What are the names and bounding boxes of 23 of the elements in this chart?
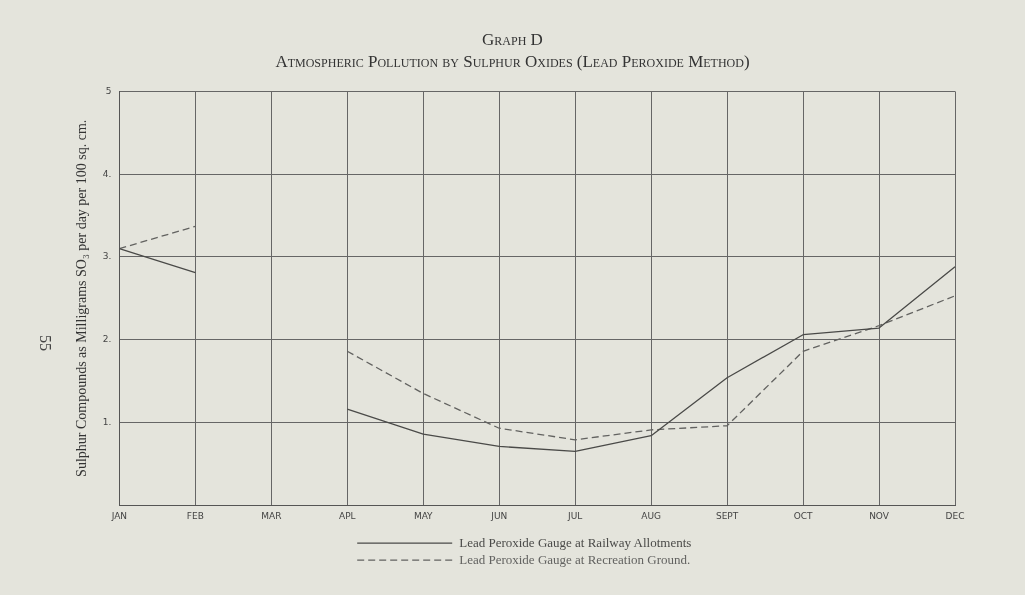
text: Lead Peroxide Gauge at Recreation Ground. <box>459 551 691 567</box>
x-tick-label: MAY <box>413 510 434 521</box>
y-tick-label: 2. <box>102 334 112 345</box>
x-tick-label: MAR <box>261 510 282 521</box>
x-tick-label: SEPT <box>715 510 739 521</box>
x-tick-label: OCT <box>793 510 813 521</box>
chart-subtitle: Atmospheric Pollution by Sulphur Oxides (Lead Peroxide Method) <box>274 52 751 73</box>
x-tick-label: DEC <box>945 510 965 521</box>
text: Lead Peroxide Gauge at Railway Allotments <box>459 534 692 550</box>
x-tick-label: APL <box>338 510 356 521</box>
text: 55 <box>37 335 54 351</box>
y-tick-label: 3. <box>102 251 112 262</box>
y-tick-label: 5 <box>105 85 112 96</box>
x-tick-label: JUL <box>567 510 583 521</box>
x-tick-label: NOV <box>869 510 890 521</box>
y-tick-label: 4. <box>102 168 112 179</box>
x-tick-label: JUN <box>490 510 508 521</box>
y-axis-title: Sulphur Compounds as Milligrams SO₃ per day per 100 sq. cm. <box>74 119 90 477</box>
chart-title: Graph D <box>481 30 544 51</box>
x-tick-label: AUG <box>641 510 662 521</box>
x-tick-label: JAN <box>110 510 128 521</box>
x-tick-label: FEB <box>186 510 204 521</box>
y-tick-label: 1. <box>102 416 112 427</box>
